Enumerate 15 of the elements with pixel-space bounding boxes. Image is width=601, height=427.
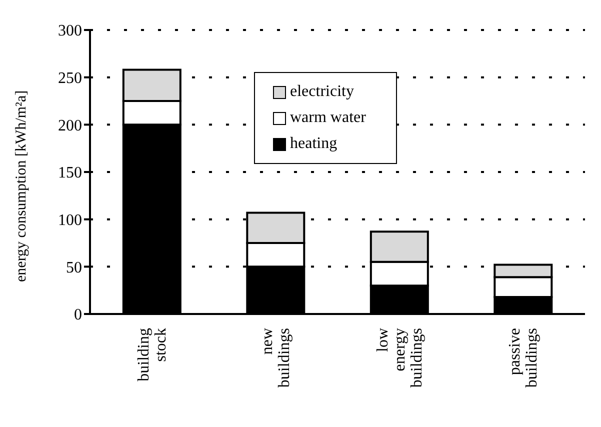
y-tick-label: 200	[58, 117, 82, 134]
y-tick-label: 250	[58, 70, 82, 88]
y-tick-label: 0	[74, 306, 82, 324]
y-axis-title: energy consumption [kWh/m²a]	[13, 90, 30, 282]
y-tick-label: 100	[58, 212, 82, 230]
legend-label: electricity	[290, 83, 354, 101]
x-tick-label: passive buildings	[506, 328, 541, 388]
legend-label: warm water	[290, 109, 366, 127]
y-tick-label: 300	[58, 22, 82, 40]
y-tick-label: 50	[66, 259, 82, 276]
x-tick-label: building stock	[135, 328, 170, 382]
x-tick-label: new buildings	[259, 328, 294, 388]
x-tick-label: low energy buildings	[374, 328, 426, 388]
legend-label: heating	[290, 135, 338, 153]
y-tick-label: 150	[58, 164, 82, 182]
